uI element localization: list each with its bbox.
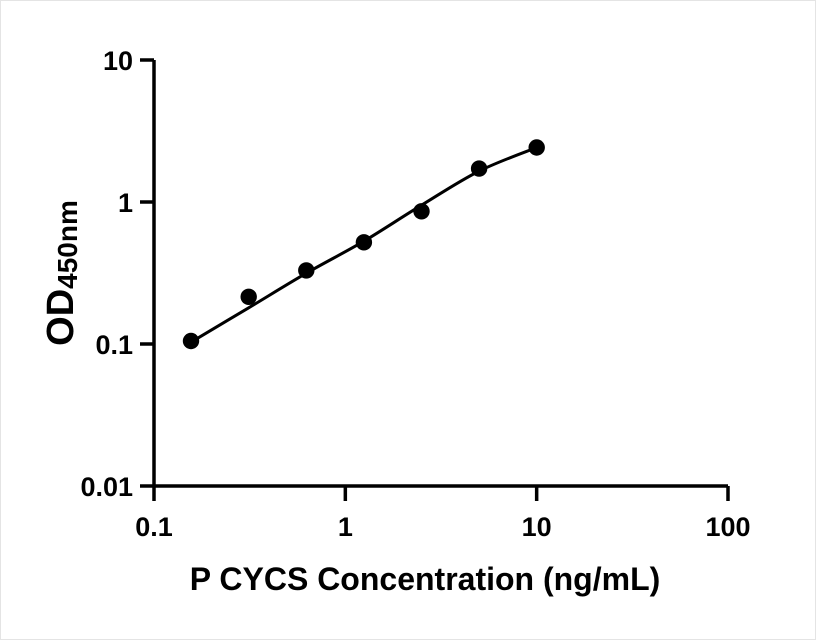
x-axis-ticks: 0.1 1 10 100 [135, 486, 751, 542]
data-point [182, 332, 200, 350]
data-point [355, 234, 373, 251]
data-point [413, 203, 430, 220]
y-tick-label: 0.1 [95, 330, 133, 360]
data-points [182, 139, 545, 350]
y-axis-ticks: 0.01 0.1 1 10 [80, 46, 154, 502]
y-tick-label: 10 [103, 46, 133, 76]
y-axis-title: OD450nm [40, 200, 83, 346]
x-tick-label: 1 [338, 512, 353, 542]
data-point [240, 288, 257, 305]
x-axis-title: P CYCS Concentration (ng/mL) [190, 561, 661, 597]
y-axis-title-main: OD [40, 289, 82, 346]
y-tick-label: 1 [118, 188, 133, 218]
x-tick-label: 0.1 [135, 512, 173, 542]
data-point [470, 160, 488, 177]
axes [152, 60, 728, 488]
x-tick-label: 100 [705, 512, 750, 542]
data-point [298, 262, 315, 279]
y-tick-label: 0.01 [80, 472, 133, 502]
data-point [528, 139, 545, 156]
x-tick-label: 10 [522, 512, 552, 542]
y-axis-title-subscript: 450nm [52, 200, 83, 289]
